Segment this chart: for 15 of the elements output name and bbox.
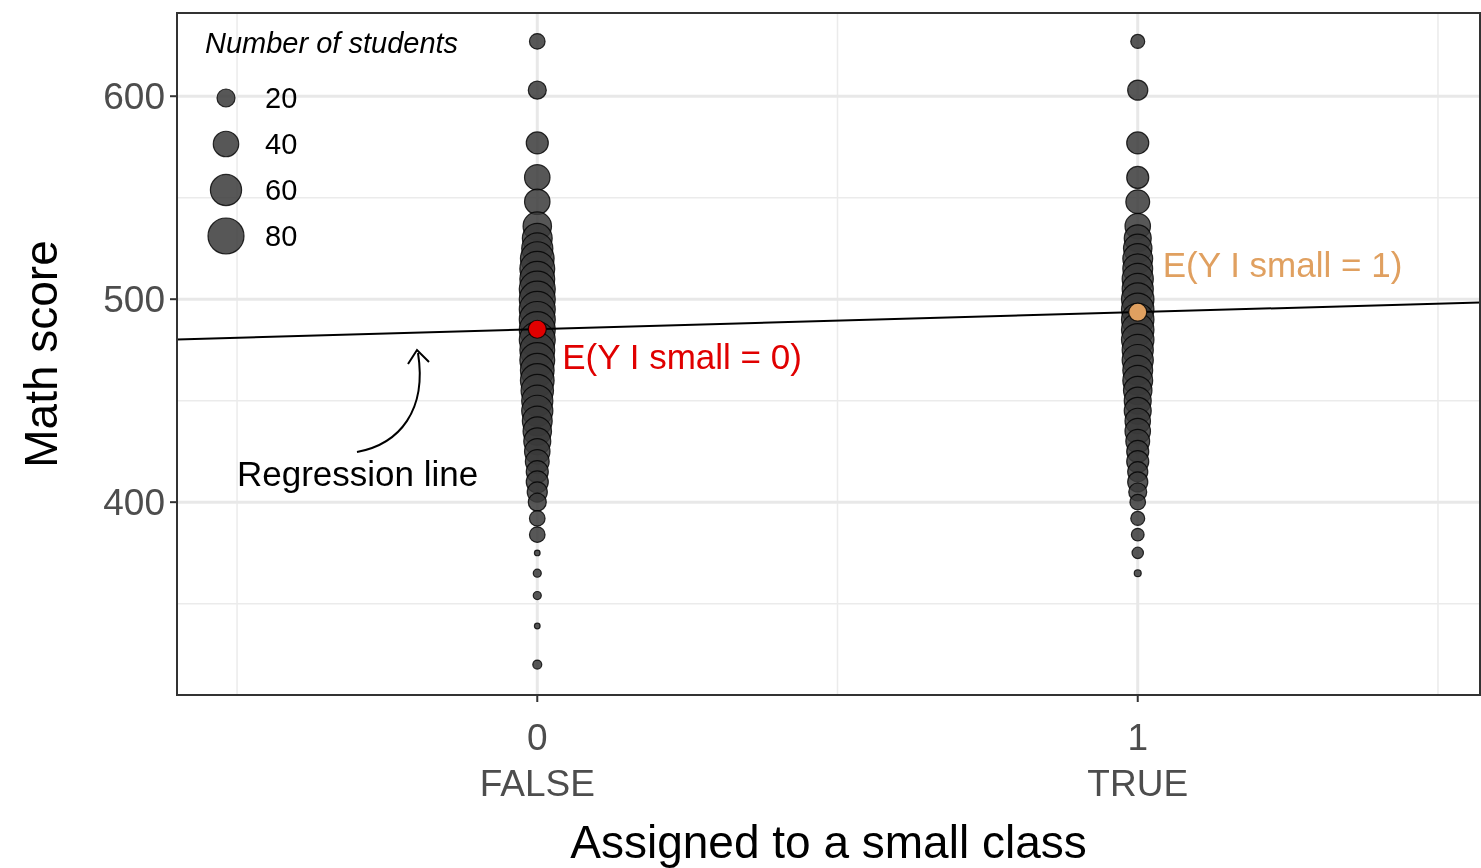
y-axis-title: Math score (15, 240, 67, 468)
x-axis-title: Assigned to a small class (570, 816, 1087, 868)
annotation: E(Y I small = 0) (562, 337, 802, 377)
y-tick-label: 500 (103, 279, 165, 321)
annotation: E(Y I small = 1) (1162, 245, 1403, 285)
legend-label: 40 (265, 128, 298, 160)
y-tick-label: 400 (103, 482, 165, 524)
x-tick-label: 0 FALSE (479, 717, 595, 804)
x-tick-label: 1 TRUE (1087, 717, 1189, 804)
legend-label: 80 (265, 220, 298, 252)
annotation: Regression line (237, 454, 479, 493)
legend-label: 20 (265, 82, 298, 114)
legend-label: 60 (265, 174, 298, 206)
y-tick-label: 600 (103, 76, 165, 118)
legend-title: Number of students (205, 27, 459, 59)
